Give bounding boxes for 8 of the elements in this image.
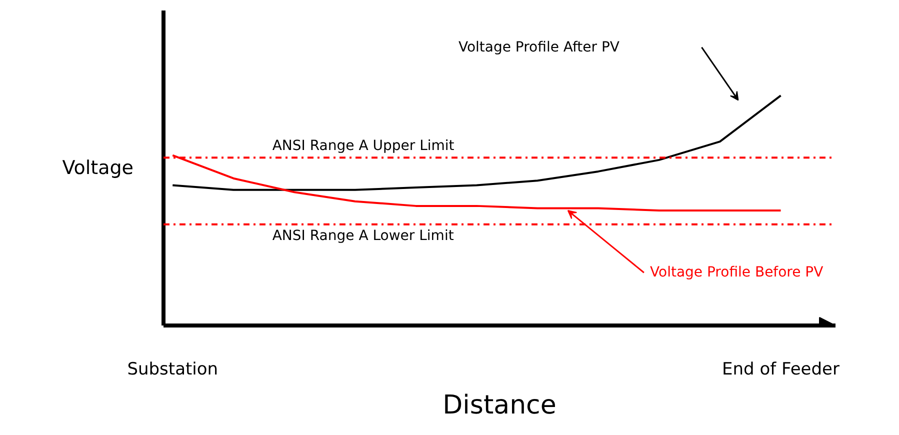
- x-tick-label: End of Feeder: [722, 360, 840, 380]
- text: Voltage Profile After PV: [458, 39, 620, 56]
- y-axis-title: Voltage: [62, 157, 134, 179]
- text: Voltage Profile Before PV: [650, 264, 824, 281]
- ref-line-label: ANSI Range A Upper Limit: [272, 138, 455, 154]
- ref-line-label: ANSI Range A Lower Limit: [272, 228, 454, 244]
- x-tick-label: Substation: [127, 360, 218, 380]
- x-axis-title: Distance: [442, 390, 556, 420]
